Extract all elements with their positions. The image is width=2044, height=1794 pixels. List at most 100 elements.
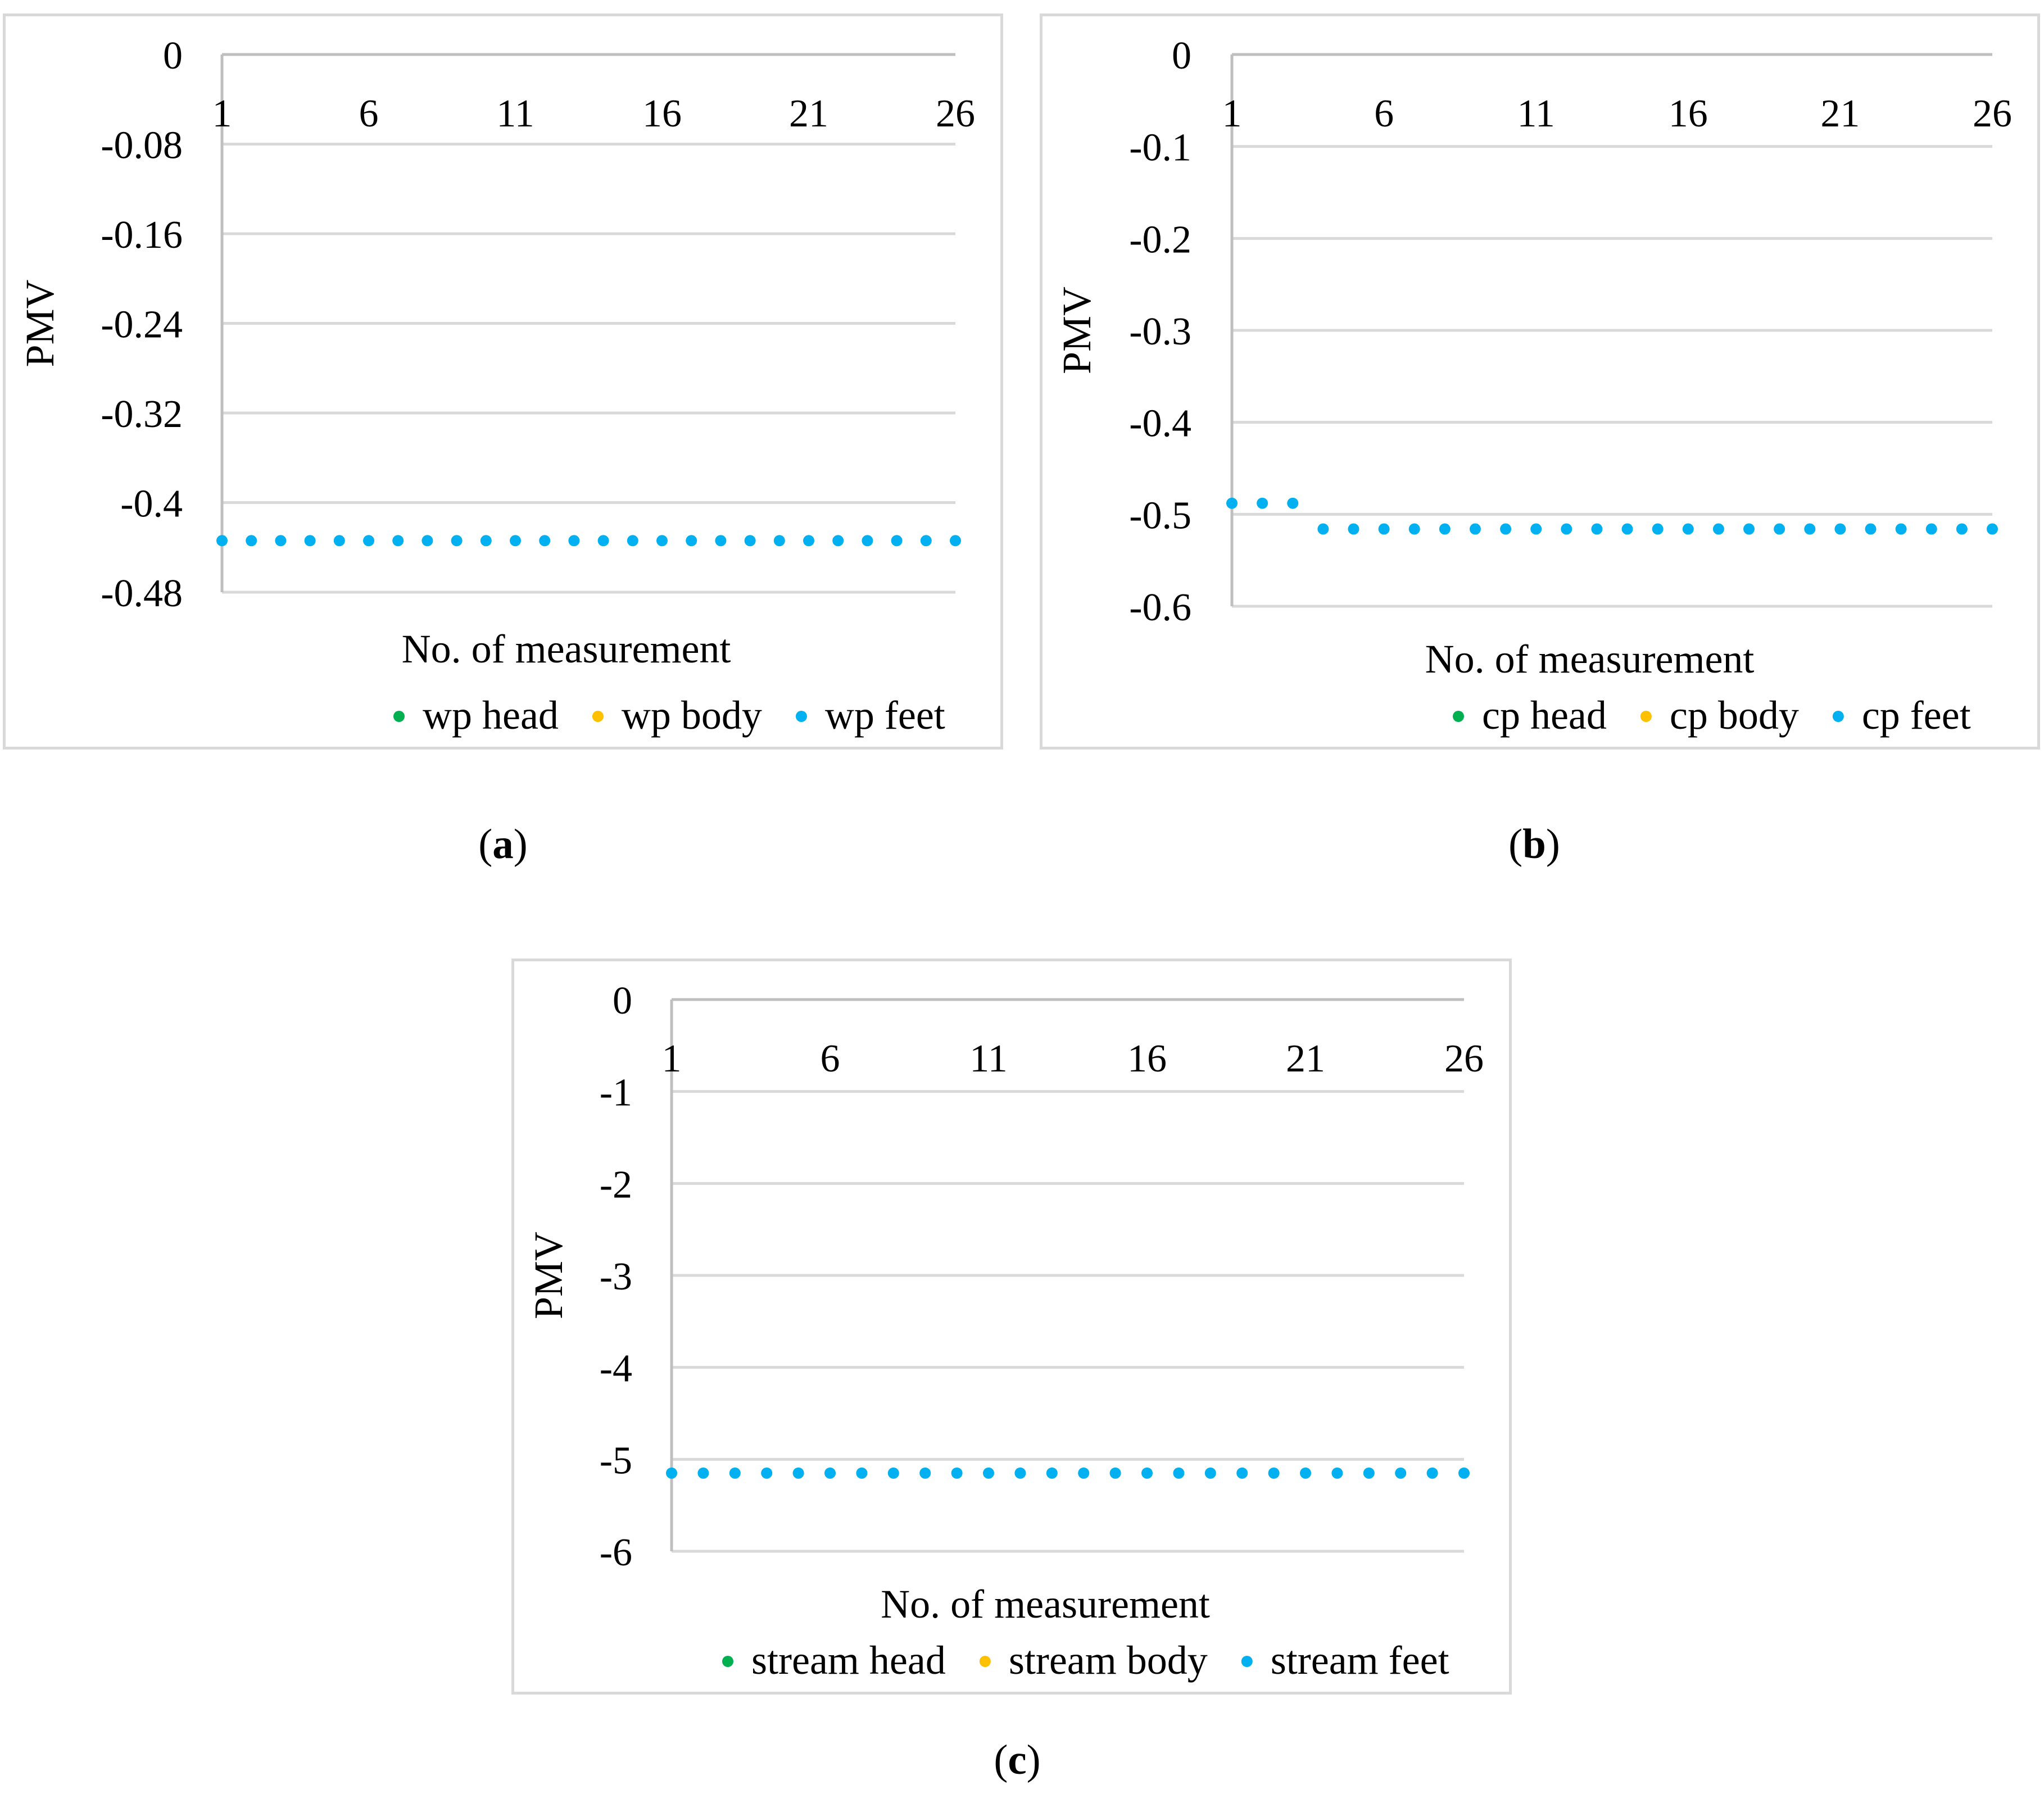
data-point-feet — [1078, 1467, 1090, 1479]
data-point-feet — [304, 535, 316, 547]
data-point-feet — [627, 535, 638, 547]
data-point-feet — [1561, 523, 1572, 535]
data-point-feet — [480, 535, 492, 547]
x-tick-label: 11 — [496, 92, 534, 135]
y-tick-label: -0.24 — [101, 303, 183, 347]
data-point-feet — [1408, 523, 1420, 535]
data-point-feet — [539, 535, 551, 547]
data-point-feet — [422, 535, 433, 547]
data-point-feet — [1439, 523, 1451, 535]
legend-label-body: cp body — [1670, 693, 1799, 738]
data-point-feet — [1257, 497, 1268, 509]
x-tick-label: 1 — [662, 1037, 682, 1080]
x-tick-label: 1 — [1222, 92, 1242, 135]
data-point-feet — [1956, 523, 1968, 535]
data-point-feet — [1046, 1467, 1058, 1479]
y-tick-label: -5 — [600, 1439, 632, 1482]
legend-label-feet: wp feet — [825, 693, 945, 738]
y-axis-label: PMV — [526, 1232, 571, 1319]
data-point-feet — [1652, 523, 1664, 535]
data-point-feet — [744, 535, 756, 547]
data-point-feet — [246, 535, 257, 547]
data-point-feet — [983, 1467, 994, 1479]
legend-label-head: cp head — [1482, 693, 1607, 738]
data-point-feet — [1621, 523, 1633, 535]
data-point-feet — [275, 535, 287, 547]
data-point-feet — [656, 535, 668, 547]
legend-marker-feet — [1241, 1656, 1253, 1667]
y-tick-label: -0.2 — [1129, 218, 1191, 261]
data-point-feet — [597, 535, 609, 547]
legend-label-feet: stream feet — [1271, 1638, 1449, 1683]
data-point-feet — [832, 535, 844, 547]
y-tick-label: -1 — [600, 1071, 632, 1115]
x-tick-label: 11 — [1517, 92, 1554, 135]
legend-marker-body — [1640, 711, 1652, 722]
x-tick-label: 6 — [1374, 92, 1394, 135]
x-tick-label: 16 — [1127, 1037, 1167, 1080]
y-axis-label: PMV — [1054, 287, 1099, 374]
data-point-feet — [1109, 1467, 1121, 1479]
y-tick-label: -3 — [600, 1255, 632, 1298]
data-point-feet — [1712, 523, 1724, 535]
x-tick-label: 16 — [1669, 92, 1708, 135]
chart-a-svg: 0-0.08-0.16-0.24-0.32-0.4-0.481 6 11 16 21 26… — [17, 34, 975, 738]
legend-marker-head — [393, 711, 405, 722]
data-point-feet — [1458, 1467, 1470, 1479]
x-axis-label: No. of measurement — [402, 626, 731, 671]
caption-b: (b) — [1508, 821, 1560, 868]
data-point-feet — [1895, 523, 1907, 535]
data-point-feet — [1236, 1467, 1248, 1479]
caption-a: (a) — [478, 821, 528, 868]
legend-marker-body — [979, 1656, 991, 1667]
data-point-feet — [1469, 523, 1481, 535]
data-point-feet — [1530, 523, 1542, 535]
x-tick-label: 21 — [789, 92, 828, 135]
legend-label-body: wp body — [622, 693, 762, 738]
data-point-feet — [451, 535, 463, 547]
data-point-feet — [761, 1467, 773, 1479]
data-point-feet — [1591, 523, 1603, 535]
data-point-feet — [729, 1467, 741, 1479]
data-point-feet — [1865, 523, 1877, 535]
data-point-feet — [1363, 1467, 1375, 1479]
data-point-feet — [1348, 523, 1359, 535]
data-point-feet — [1300, 1467, 1311, 1479]
data-point-feet — [1500, 523, 1512, 535]
legend-label-feet: cp feet — [1862, 693, 1971, 738]
data-point-feet — [1331, 1467, 1343, 1479]
y-tick-label: -0.08 — [101, 124, 183, 167]
data-point-feet — [392, 535, 404, 547]
data-point-feet — [686, 535, 697, 547]
legend-label-body: stream body — [1009, 1638, 1208, 1683]
y-tick-label: -0.48 — [101, 572, 183, 615]
y-tick-label: -2 — [600, 1163, 632, 1206]
y-tick-label: -0.3 — [1129, 310, 1191, 353]
x-tick-label: 26 — [1973, 92, 2012, 135]
data-point-feet — [1204, 1467, 1216, 1479]
chart-panel-a: 0 -0.08 -0.16 -0.24 -0.32 -0.4 -0.48 1 6 11 16 21 26… — [3, 13, 1003, 750]
data-point-feet — [1743, 523, 1755, 535]
data-point-feet — [1378, 523, 1390, 535]
data-point-feet — [1141, 1467, 1153, 1479]
data-point-feet — [891, 535, 903, 547]
y-tick-label: -0.16 — [101, 214, 183, 257]
x-tick-label: 21 — [1820, 92, 1860, 135]
data-point-feet — [950, 535, 961, 547]
x-tick-label: 6 — [821, 1037, 840, 1080]
data-point-feet — [1426, 1467, 1438, 1479]
data-point-feet — [510, 535, 521, 547]
y-tick-label: -0.5 — [1129, 494, 1191, 537]
data-point-feet — [216, 535, 228, 547]
x-tick-label: 16 — [642, 92, 682, 135]
y-tick-label: -0.4 — [1129, 402, 1191, 446]
x-tick-label: 26 — [936, 92, 975, 135]
y-axis-label: PMV — [17, 279, 62, 367]
x-tick-label: 11 — [969, 1037, 1007, 1080]
legend-marker-head — [1453, 711, 1464, 722]
y-tick-label: -6 — [600, 1531, 632, 1574]
data-point-feet — [333, 535, 345, 547]
data-point-feet — [1774, 523, 1785, 535]
chart-panel-b: 0 -0.1 -0.2 -0.3 -0.4 -0.5 -0.6 1 6 11 16 21 26 PMV No… — [1040, 13, 2040, 750]
y-tick-label: -0.32 — [101, 393, 183, 436]
